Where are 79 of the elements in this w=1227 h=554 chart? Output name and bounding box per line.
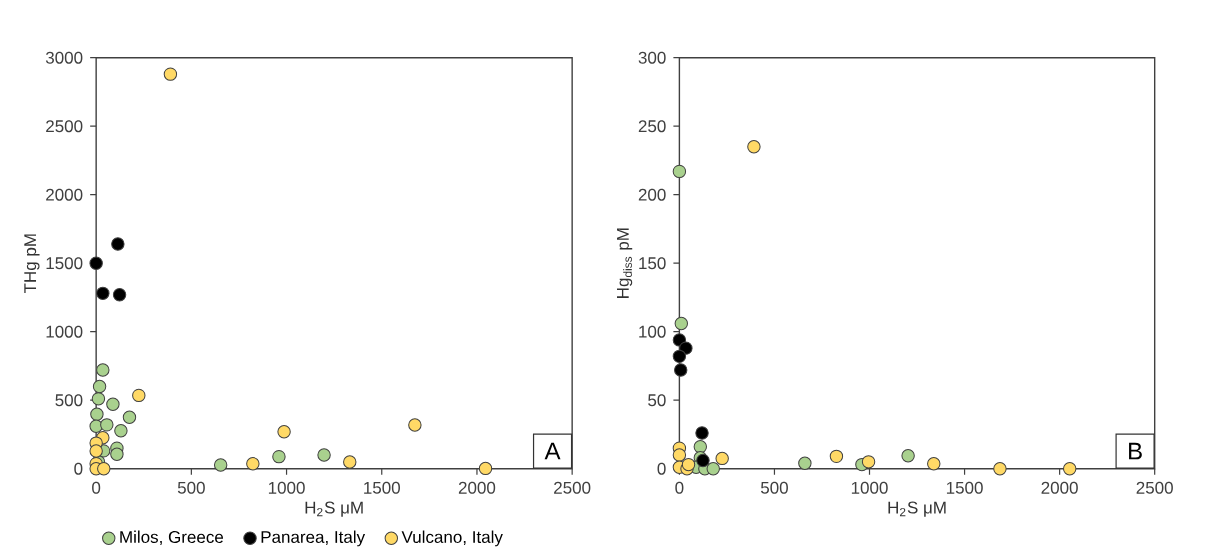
y-tick-label: 2000 bbox=[46, 188, 83, 201]
point bbox=[747, 140, 761, 154]
x-tick-label: 1000 bbox=[851, 481, 888, 494]
point bbox=[90, 407, 104, 422]
point bbox=[277, 425, 291, 439]
y-tick-label: 100 bbox=[639, 325, 666, 338]
annotation: A bbox=[544, 442, 561, 460]
x-axis-title: H$_{2}$S μM bbox=[305, 501, 363, 517]
point bbox=[343, 455, 357, 469]
point bbox=[674, 316, 688, 331]
point bbox=[317, 448, 331, 462]
point bbox=[993, 462, 1007, 476]
y-tick-label: 50 bbox=[648, 394, 666, 407]
point bbox=[97, 462, 111, 476]
x-tick-label: 500 bbox=[760, 481, 788, 494]
x-tick-label: 1000 bbox=[268, 481, 305, 494]
x-tick-label: 1500 bbox=[364, 481, 400, 494]
y-tick-label: 2500 bbox=[46, 120, 83, 133]
point bbox=[163, 67, 178, 81]
y-tick-label: 150 bbox=[639, 257, 666, 270]
legend-label: Milos, Greece bbox=[120, 530, 224, 546]
point bbox=[132, 388, 146, 403]
point bbox=[706, 462, 720, 476]
point bbox=[96, 286, 110, 301]
x-tick-label: 2500 bbox=[554, 481, 591, 494]
point bbox=[861, 455, 876, 469]
point bbox=[674, 363, 688, 377]
point bbox=[672, 448, 687, 462]
point bbox=[829, 449, 844, 464]
x-tick-label: 2000 bbox=[458, 481, 496, 494]
point bbox=[122, 410, 137, 425]
point bbox=[92, 379, 107, 394]
point bbox=[672, 349, 687, 364]
point bbox=[681, 457, 696, 472]
point bbox=[927, 457, 941, 471]
point bbox=[1063, 462, 1077, 476]
point bbox=[272, 450, 286, 464]
y-axis-title: Hg$_{diss}$ pM bbox=[617, 228, 633, 299]
x-axis-title: H$_{2}$S μM bbox=[888, 501, 946, 517]
point bbox=[901, 449, 915, 463]
point bbox=[111, 237, 125, 251]
y-tick-label: 3000 bbox=[45, 51, 83, 64]
point bbox=[89, 419, 103, 433]
legend-label: Vulcano, Italy bbox=[401, 530, 503, 547]
point bbox=[213, 458, 228, 472]
y-tick-label: 1500 bbox=[46, 257, 83, 270]
point bbox=[96, 363, 110, 377]
point bbox=[408, 418, 422, 432]
point bbox=[114, 424, 128, 438]
x-tick-label: 500 bbox=[177, 481, 205, 494]
x-tick-label: 0 bbox=[675, 481, 684, 494]
point bbox=[89, 256, 103, 270]
point bbox=[798, 456, 812, 470]
point bbox=[112, 288, 127, 302]
point bbox=[246, 457, 260, 471]
y-tick-label: 200 bbox=[638, 188, 666, 201]
point bbox=[91, 392, 106, 406]
annotation: B bbox=[1129, 442, 1142, 460]
y-tick-label: 0 bbox=[657, 462, 666, 475]
point bbox=[110, 447, 124, 462]
legend-label: Panarea, Italy bbox=[261, 530, 366, 547]
point bbox=[672, 164, 687, 179]
y-tick-label: 0 bbox=[74, 462, 83, 475]
point bbox=[478, 461, 493, 476]
y-tick-label: 250 bbox=[638, 120, 666, 133]
y-axis-title: THg pM bbox=[24, 234, 40, 294]
y-tick-label: 500 bbox=[55, 394, 83, 407]
x-tick-label: 1500 bbox=[946, 481, 983, 494]
x-tick-label: 0 bbox=[92, 481, 101, 494]
x-tick-label: 2000 bbox=[1041, 481, 1078, 494]
x-tick-label: 2500 bbox=[1136, 481, 1173, 494]
y-tick-label: 1000 bbox=[46, 325, 83, 338]
point bbox=[693, 440, 707, 454]
point bbox=[695, 426, 709, 440]
point bbox=[715, 451, 729, 466]
point bbox=[100, 418, 114, 432]
point bbox=[89, 444, 103, 458]
point bbox=[106, 397, 120, 412]
y-tick-label: 300 bbox=[638, 51, 666, 64]
